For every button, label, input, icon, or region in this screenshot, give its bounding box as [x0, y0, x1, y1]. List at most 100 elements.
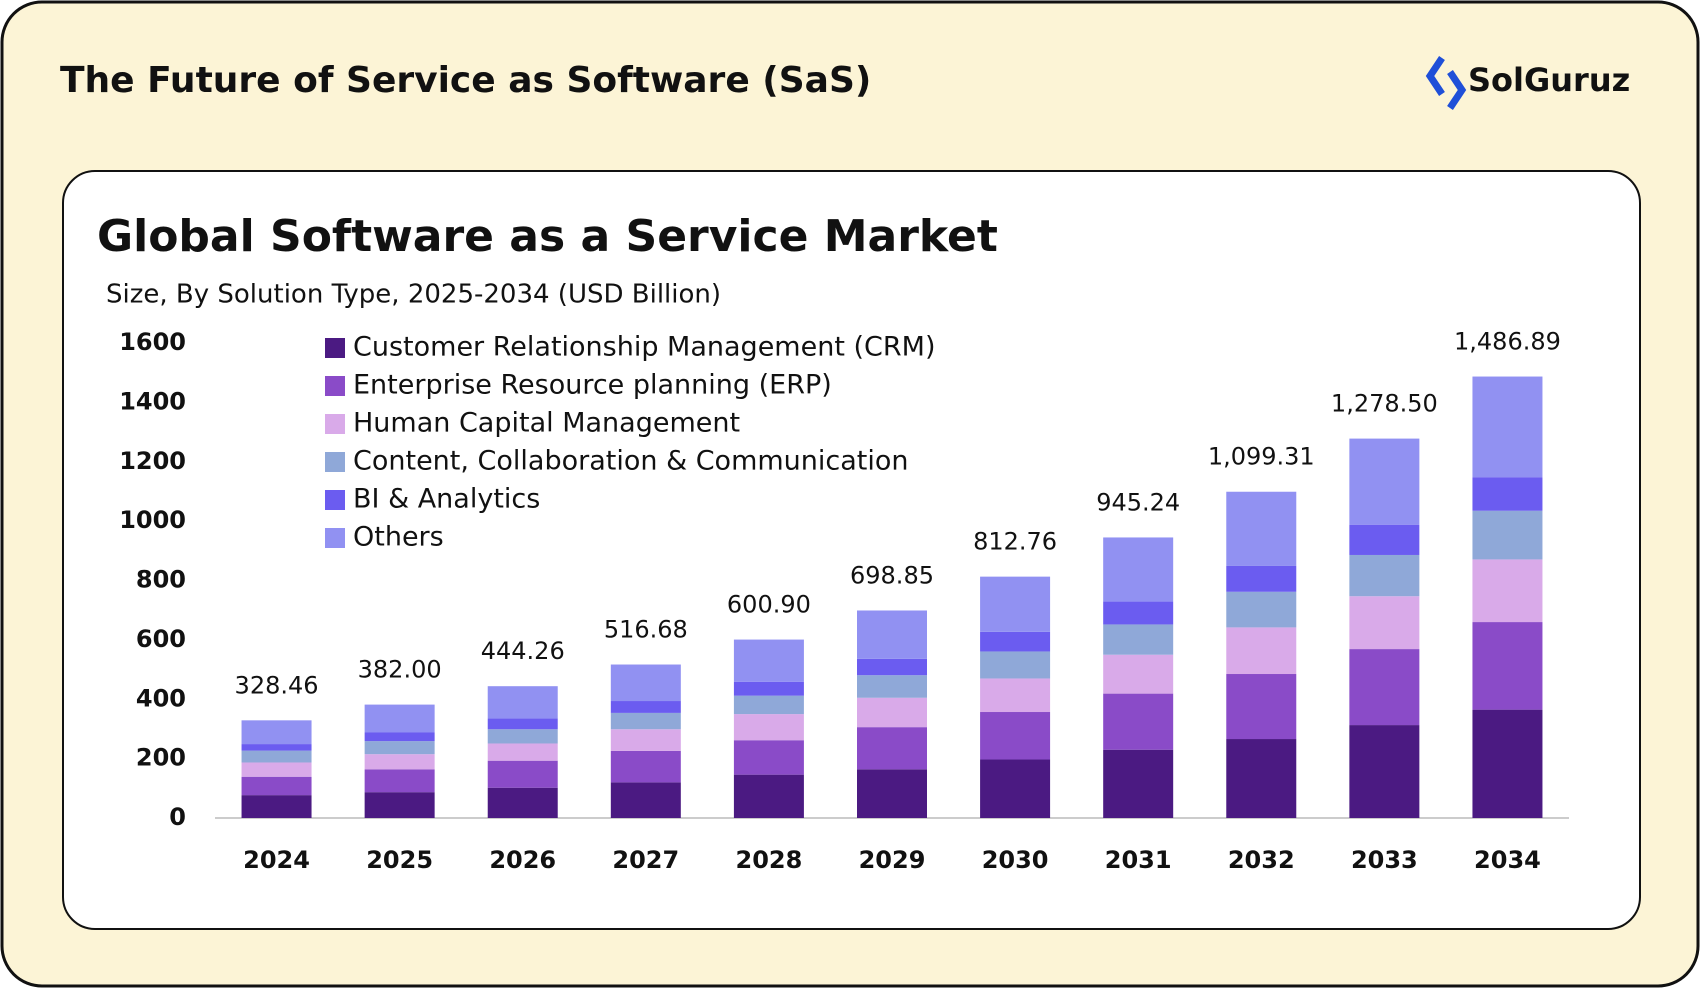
bar-segment [364, 792, 435, 818]
bar-segment [364, 769, 435, 793]
bar-segment [241, 776, 312, 796]
x-tick-label: 2033 [1351, 846, 1418, 874]
legend-swatch [325, 528, 345, 548]
total-label: 1,099.31 [1208, 443, 1315, 471]
total-label: 516.68 [604, 616, 688, 644]
bar-segment [364, 741, 435, 755]
legend-swatch [325, 376, 345, 396]
bar-segment [1349, 596, 1420, 650]
y-tick-label: 600 [136, 625, 186, 653]
legend-swatch [325, 338, 345, 358]
bar-segment [241, 750, 312, 763]
bar-segment [1349, 438, 1420, 525]
bar-segment [733, 639, 804, 682]
bar-segment [1226, 674, 1297, 740]
total-label: 600.90 [727, 591, 811, 619]
bar-segment [733, 774, 804, 818]
bar-segment [1226, 591, 1297, 628]
bar-segment [1226, 565, 1297, 592]
x-tick-label: 2026 [489, 846, 556, 874]
logo-text: SolGuruz [1468, 61, 1630, 99]
bar-segment [857, 769, 927, 818]
bar-segment [857, 727, 927, 770]
x-tick-label: 2027 [612, 846, 679, 874]
logo-icon [1425, 56, 1467, 110]
bar-segment [1103, 693, 1174, 750]
total-label: 698.85 [850, 562, 934, 590]
legend-label: Customer Relationship Management (CRM) [353, 332, 935, 363]
bar-segment [1472, 622, 1543, 710]
x-tick-label: 2034 [1474, 846, 1541, 874]
legend-swatch [325, 490, 345, 510]
bar-segment [980, 631, 1051, 652]
bar-segment [1349, 649, 1420, 726]
bar-segment [487, 787, 558, 818]
x-tick-label: 2030 [982, 846, 1049, 874]
bar-segment [1472, 510, 1543, 560]
bar-segment [241, 744, 312, 751]
bar-segment [364, 754, 435, 770]
total-label: 1,486.89 [1454, 328, 1561, 356]
bar-segment [610, 712, 681, 730]
bar-segment [364, 704, 435, 733]
bar-segment [1226, 491, 1297, 566]
bar-segment [1226, 627, 1297, 675]
chart-subtitle: Size, By Solution Type, 2025-2034 (USD B… [106, 280, 721, 310]
bar-segment [857, 610, 927, 659]
bar-segment [1103, 654, 1174, 694]
bar-segment [487, 729, 558, 744]
bar-segment [1103, 749, 1174, 818]
bar-segment [980, 678, 1051, 713]
bar-segment [1349, 725, 1420, 818]
bar-segment [364, 732, 435, 742]
y-tick-label: 1400 [119, 387, 186, 415]
total-label: 444.26 [481, 637, 565, 665]
y-tick-label: 1200 [119, 447, 186, 475]
bar-segment [1472, 559, 1543, 623]
bar-segment [241, 795, 312, 818]
bar-segment [487, 760, 558, 788]
legend-label: Human Capital Management [353, 408, 740, 439]
total-label: 328.46 [235, 671, 319, 699]
bar-segment [610, 750, 681, 783]
bar-segment [610, 782, 681, 818]
bar-segment [980, 576, 1051, 632]
bar-segment [980, 759, 1051, 818]
y-tick-label: 1600 [119, 328, 186, 356]
bar-segment [980, 712, 1051, 760]
legend-label: BI & Analytics [353, 484, 540, 515]
legend-swatch [325, 414, 345, 434]
x-tick-label: 2032 [1228, 846, 1295, 874]
y-tick-label: 1000 [119, 506, 186, 534]
x-tick-label: 2031 [1105, 846, 1172, 874]
bar-segment [610, 701, 681, 713]
bar-segment [857, 697, 927, 728]
chart-title: Global Software as a Service Market [97, 211, 998, 262]
bar-segment [733, 740, 804, 775]
bar-segment [733, 695, 804, 715]
x-tick-label: 2025 [366, 846, 433, 874]
bar-segment [1472, 709, 1543, 818]
legend-label: Others [353, 522, 444, 553]
bar-segment [487, 686, 558, 719]
bar-segment [610, 664, 681, 702]
x-tick-label: 2028 [736, 846, 803, 874]
bar-segment [610, 729, 681, 751]
bar-segment [857, 658, 927, 676]
bar-segment [1226, 739, 1297, 818]
total-label: 1,278.50 [1331, 389, 1438, 417]
legend-label: Enterprise Resource planning (ERP) [353, 370, 832, 401]
bar-segment [487, 743, 558, 761]
bar-segment [733, 714, 804, 741]
bar-segment [241, 762, 312, 777]
total-label: 812.76 [973, 528, 1057, 556]
bar-segment [1103, 601, 1174, 625]
page-title: The Future of Service as Software (SaS) [60, 60, 871, 101]
y-tick-label: 0 [169, 803, 186, 831]
total-label: 382.00 [358, 656, 442, 684]
bar-segment [857, 675, 927, 698]
bar-segment [1349, 554, 1420, 597]
bar-segment [1349, 524, 1420, 555]
